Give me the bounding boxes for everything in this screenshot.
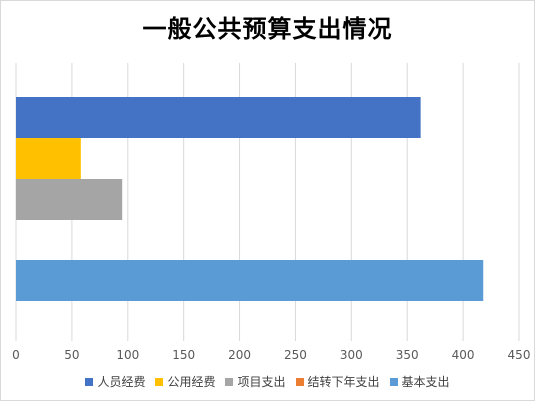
legend-label-0: 人员经费	[97, 375, 146, 389]
legend-item-1: 公用经费	[155, 373, 215, 390]
x-tick-label-0: 0	[12, 348, 20, 362]
x-tick-label-4: 200	[228, 348, 251, 362]
legend-label-1: 公用经费	[167, 375, 216, 389]
bar-1-0	[16, 260, 484, 301]
legend-swatch-1	[155, 377, 164, 386]
legend-item-3: 结转下年支出	[295, 373, 380, 390]
legend-label-2: 项目支出	[237, 375, 286, 389]
legend-label-3: 结转下年支出	[307, 375, 380, 389]
chart-title: 一般公共预算支出情况	[142, 15, 393, 43]
legend-swatch-4	[389, 377, 398, 386]
x-tick-label-8: 400	[452, 348, 475, 362]
legend-swatch-3	[295, 377, 304, 386]
x-tick-label-6: 300	[340, 348, 363, 362]
bar-0-1	[16, 138, 81, 179]
x-tick-label-9: 450	[508, 348, 531, 362]
legend-swatch-2	[225, 377, 234, 386]
legend-label-4: 基本支出	[401, 375, 450, 389]
legend-swatch-0	[85, 377, 94, 386]
x-tick-label-5: 250	[284, 348, 307, 362]
bar-0-2	[16, 179, 123, 220]
bar-0-0	[16, 97, 421, 138]
legend-item-0: 人员经费	[85, 373, 145, 390]
x-tick-label-7: 350	[396, 348, 419, 362]
legend-item-2: 项目支出	[225, 373, 286, 390]
legend-item-4: 基本支出	[389, 373, 450, 390]
x-tick-label-2: 100	[116, 348, 139, 362]
x-tick-label-1: 50	[64, 348, 79, 362]
chart-legend: 人员经费 公用经费 项目支出 结转下年支出 基本支出	[1, 373, 534, 390]
x-tick-label-3: 150	[172, 348, 195, 362]
